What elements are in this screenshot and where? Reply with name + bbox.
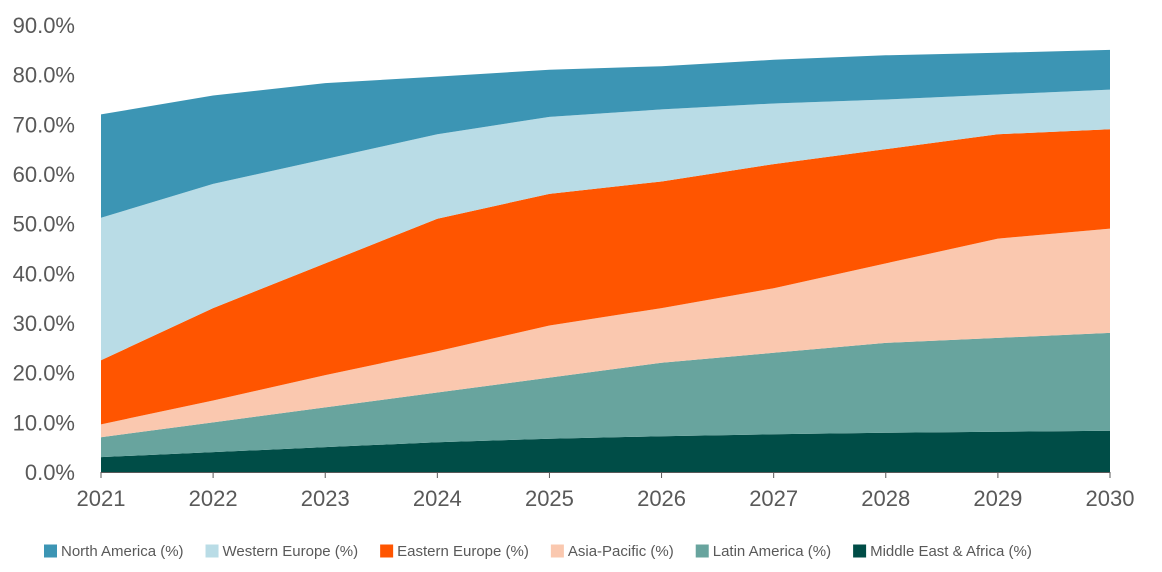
x-tick-label: 2030 [1086, 486, 1135, 511]
y-tick-label: 40.0% [13, 261, 75, 286]
x-tick-label: 2029 [973, 486, 1022, 511]
y-tick-label: 50.0% [13, 212, 75, 237]
legend-swatch [380, 544, 394, 558]
axes-layer: 2021 2022 2023 2024 2025 2026 2027 2028 2029 2030… [13, 13, 1135, 511]
legend-item-asia-pacific: Asia-Pacific (%) [550, 543, 674, 560]
legend-swatch [205, 544, 219, 558]
y-tick-label: 80.0% [13, 63, 75, 88]
legend-label: Asia-Pacific (%) [568, 543, 674, 560]
legend: North America (%) Western Europe (%) Easte… [44, 543, 1032, 560]
x-tick-label: 2022 [189, 486, 238, 511]
area-eastern-europe [101, 129, 1110, 425]
area-western-europe [101, 89, 1110, 361]
legend-label: Middle East & Africa (%) [870, 543, 1032, 560]
x-tick-label: 2025 [525, 486, 574, 511]
y-tick-label: 0.0% [25, 460, 75, 485]
y-tick-label: 90.0% [13, 13, 75, 38]
x-tick-label: 2026 [637, 486, 686, 511]
x-tick-label: 2021 [77, 486, 126, 511]
legend-label: Latin America (%) [713, 543, 831, 560]
x-tick-label: 2027 [749, 486, 798, 511]
legend-swatch [550, 544, 564, 558]
y-tick-label: 30.0% [13, 311, 75, 336]
legend-item-latin-america: Latin America (%) [695, 543, 831, 560]
x-tick-label: 2028 [861, 486, 910, 511]
legend-swatch [44, 544, 57, 558]
areas-layer [101, 49, 1110, 472]
y-tick-label: 10.0% [13, 410, 75, 435]
x-tick-label: 2024 [413, 486, 462, 511]
legend-item-eastern-europe: Eastern Europe (%) [380, 543, 529, 560]
legend-label: Eastern Europe (%) [397, 543, 529, 560]
legend-item-north-america: North America (%) [44, 543, 184, 560]
area-asia-pacific [101, 228, 1110, 438]
legend-item-middle-east-africa: Middle East & Africa (%) [853, 543, 1032, 560]
legend-label: North America (%) [61, 543, 184, 560]
x-tick-label: 2023 [301, 486, 350, 511]
area-north-america [101, 49, 1110, 218]
y-tick-label: 20.0% [13, 361, 75, 386]
legend-swatch [695, 544, 709, 558]
legend-item-western-europe: Western Europe (%) [205, 543, 359, 560]
area-latin-america [101, 332, 1110, 458]
legend-swatch [853, 544, 867, 558]
area-middle-east-africa [101, 430, 1110, 472]
legend-label: Western Europe (%) [223, 543, 359, 560]
y-tick-label: 70.0% [13, 112, 75, 137]
y-tick-label: 60.0% [13, 162, 75, 187]
